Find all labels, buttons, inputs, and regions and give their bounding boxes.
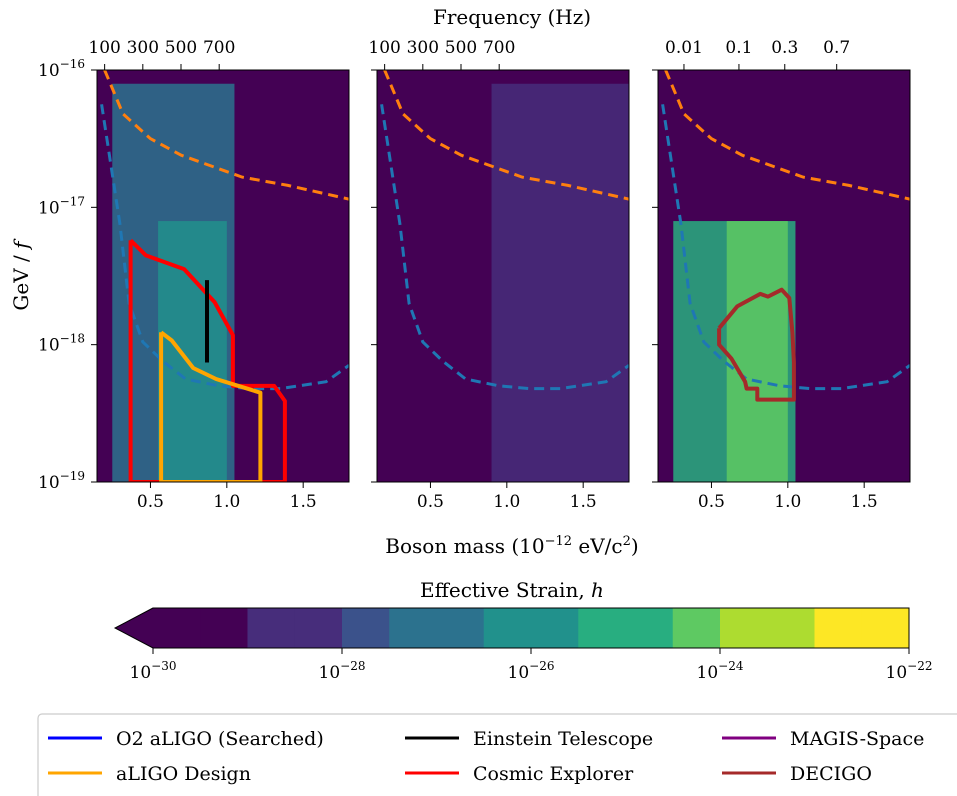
top-tick-label: 100	[88, 38, 120, 58]
x-tick-label: 1.5	[851, 492, 878, 512]
colorbar-segment	[767, 608, 815, 648]
strain-region	[158, 221, 227, 482]
x-tick-label: 1.0	[493, 492, 520, 512]
legend-label: O2 aLIGO (Searched)	[116, 728, 324, 750]
blue-dashed-curve	[100, 104, 349, 391]
panel-middle: 0.5 1.0 1.5 100 300 500 700	[368, 38, 630, 512]
aligo-design-contour	[159, 330, 263, 482]
top-tick-label: 100	[368, 38, 400, 58]
x-tick-label: 0.5	[417, 492, 444, 512]
colorbar: 10−30 10−28 10−26 10−24 10−22	[113, 607, 933, 683]
x-tick-label: 1.0	[213, 492, 240, 512]
y-tick-label: 10−19	[38, 469, 85, 493]
colorbar-segment	[578, 608, 626, 648]
colorbar-tick-label: 10−22	[886, 659, 933, 683]
top-tick-label: 500	[445, 38, 477, 58]
strain-region	[726, 221, 788, 482]
top-tick-label: 300	[127, 38, 159, 58]
decigo-contour	[717, 287, 796, 402]
colorbar-segment	[436, 608, 485, 648]
colorbar-tick-label: 10−28	[319, 659, 366, 683]
legend-label: aLIGO Design	[116, 763, 251, 785]
top-tick-label: 0.1	[725, 38, 752, 58]
top-tick-label: 0.7	[823, 38, 850, 58]
legend-label: DECIGO	[790, 763, 872, 785]
colorbar-segment	[342, 608, 390, 648]
panel-frame	[376, 69, 630, 483]
colorbar-segment	[389, 608, 437, 648]
x-tick-label: 1.5	[290, 492, 317, 512]
x-tick-label: 1.5	[570, 492, 597, 512]
colorbar-segment	[625, 608, 674, 648]
colorbar-segment	[153, 608, 201, 648]
legend-frame	[37, 713, 957, 796]
top-tick-label: 700	[203, 38, 235, 58]
top-tick-label: 300	[407, 38, 439, 58]
y-tick-label: 10−18	[38, 332, 85, 356]
colorbar-segment	[483, 608, 532, 648]
top-tick-label: 0.3	[771, 38, 798, 58]
colorbar-label: Effective Strain, h	[420, 578, 604, 602]
colorbar-tick-label: 10−24	[697, 659, 744, 683]
colorbar-segment	[247, 608, 296, 648]
legend-label: MAGIS-Space	[790, 728, 924, 750]
colorbar-segment	[814, 608, 863, 648]
colorbar-segment	[294, 608, 343, 648]
top-tick-label: 500	[165, 38, 197, 58]
blue-dashed-curve	[661, 104, 910, 391]
legend-label: Cosmic Explorer	[473, 763, 634, 785]
orange-dashed-curve	[383, 70, 629, 201]
orange-dashed-curve	[103, 70, 349, 201]
colorbar-segment	[531, 608, 579, 648]
panel-frame	[657, 69, 911, 483]
blue-dashed-curve	[380, 104, 629, 391]
top-tick-label: 0.01	[665, 38, 703, 58]
strain-region	[491, 83, 629, 482]
top-axis-label: Frequency (Hz)	[433, 5, 591, 29]
colorbar-segment	[861, 608, 910, 648]
y-axis-label: GeV / f	[9, 238, 33, 311]
colorbar-segment	[720, 608, 768, 648]
legend-label: Einstein Telescope	[473, 728, 653, 750]
x-axis-label: Boson mass (10−12 eV/c2)	[385, 534, 638, 558]
panel-left: 0.5 1.0 1.5 100 300 500 700 10−16 10−17 10−18 10−1…	[38, 38, 350, 512]
legend: O2 aLIGO (Searched) Einstein Telescope MAG…	[48, 728, 924, 785]
orange-dashed-curve	[664, 70, 910, 201]
top-tick-label: 700	[483, 38, 515, 58]
colorbar-segment	[200, 608, 248, 648]
colorbar-extend-arrow	[115, 608, 153, 648]
y-tick-label: 10−17	[38, 194, 85, 218]
colorbar-tick-label: 10−30	[130, 659, 177, 683]
x-tick-label: 0.5	[137, 492, 164, 512]
x-tick-label: 0.5	[698, 492, 725, 512]
panel-right: 0.5 1.0 1.5 0.01 0.1 0.3 0.7	[652, 38, 911, 512]
colorbar-tick-label: 10−26	[508, 659, 555, 683]
x-tick-label: 1.0	[774, 492, 801, 512]
colorbar-segment	[672, 608, 721, 648]
y-tick-label: 10−16	[38, 57, 85, 81]
panel-frame	[96, 69, 350, 483]
